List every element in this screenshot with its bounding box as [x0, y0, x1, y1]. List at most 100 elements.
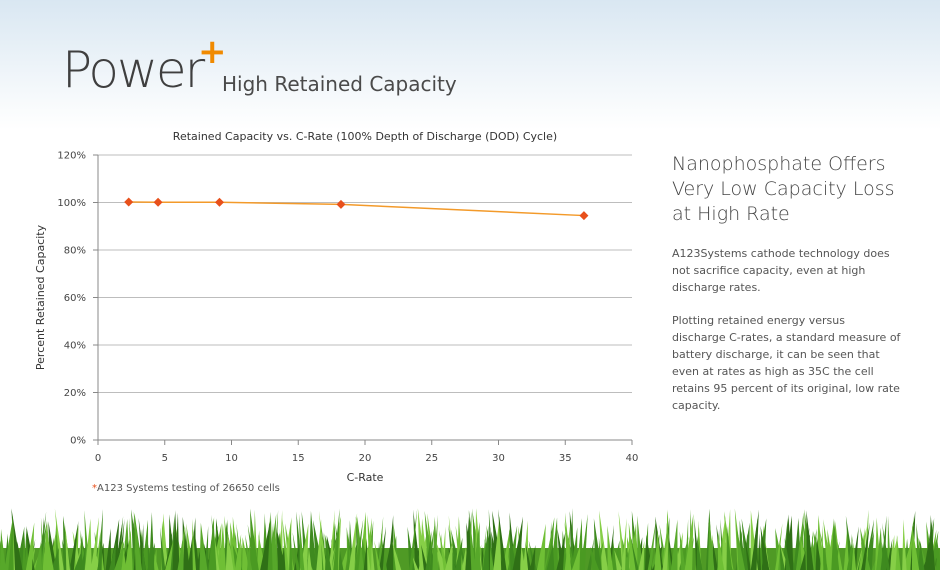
- y-tick-label: 60%: [64, 293, 86, 304]
- grass-blade: [607, 525, 614, 570]
- grass-blade: [935, 539, 940, 570]
- grass-blade: [454, 537, 463, 570]
- grass-blade: [84, 518, 92, 570]
- grass-blade: [647, 519, 657, 570]
- grass-blade: [325, 538, 332, 570]
- grass-blade: [536, 523, 546, 570]
- page-subtitle: High Retained Capacity: [222, 72, 457, 96]
- grass-blade: [465, 510, 471, 570]
- y-tick-label: 120%: [57, 151, 86, 162]
- grass-blade: [823, 519, 832, 570]
- chart-title: Retained Capacity vs. C-Rate (100% Depth…: [172, 130, 558, 143]
- grass-blade: [313, 520, 324, 570]
- grass-blade: [851, 542, 857, 570]
- grass-blade: [824, 528, 834, 570]
- grass-blade: [79, 533, 83, 570]
- grass-blade: [929, 530, 939, 570]
- y-axis-label: Percent Retained Capacity: [34, 224, 47, 370]
- x-tick-label: 5: [162, 453, 168, 464]
- y-tick-label: 40%: [64, 341, 86, 352]
- grass-decoration: [0, 508, 940, 570]
- grass-blade: [124, 530, 133, 570]
- grass-blade: [450, 529, 461, 570]
- grass-blade: [308, 510, 317, 570]
- grass-blade: [377, 516, 384, 570]
- grass-blade: [880, 515, 887, 570]
- grass-blade: [131, 509, 141, 570]
- grass-blade: [861, 522, 871, 570]
- grass-blade: [922, 546, 932, 570]
- y-tick-label: 0%: [70, 436, 86, 447]
- grass-blade: [268, 513, 277, 570]
- grass-blade: [624, 546, 630, 570]
- grass-blade: [895, 535, 901, 570]
- grass-blade: [468, 509, 476, 570]
- grass-blade: [593, 518, 602, 570]
- grass-blade: [80, 543, 87, 570]
- grass-blade: [421, 544, 428, 570]
- x-axis-label: C-Rate: [347, 471, 384, 484]
- grass-blade: [292, 532, 300, 570]
- grass-blade: [911, 525, 920, 570]
- x-tick-label: 25: [425, 453, 438, 464]
- grass-blade: [35, 543, 43, 570]
- grass-blade: [37, 511, 47, 570]
- grass-blade: [876, 527, 884, 570]
- grass-blade: [234, 534, 242, 570]
- grass-blade: [256, 530, 262, 570]
- grass-blade: [638, 540, 645, 570]
- grass-blade: [517, 525, 526, 570]
- footnote-text: A123 Systems testing of 26650 cells: [97, 483, 280, 494]
- x-tick-label: 40: [626, 453, 639, 464]
- grass-blade: [927, 519, 933, 570]
- grass-blade: [0, 528, 6, 570]
- grass-blade: [493, 516, 502, 570]
- grass-blade: [736, 526, 746, 570]
- grass-blade: [815, 537, 822, 570]
- grass-blade: [79, 529, 87, 570]
- side-heading: Nanophosphate Offers Very Low Capacity L…: [672, 153, 895, 225]
- grass-blade: [149, 512, 155, 570]
- retained-capacity-chart: 0% 20% 40% 60% 80% 100% 120% 0 5 10 15 20 25 30 35 40 C-…: [34, 151, 639, 485]
- grass-blade: [289, 522, 293, 570]
- grass-blade: [32, 546, 43, 570]
- grass-blade: [860, 527, 871, 570]
- grass-blade: [666, 530, 672, 570]
- grass-blade: [757, 533, 762, 570]
- grass-blade: [204, 526, 209, 570]
- grass-blade: [529, 544, 536, 570]
- grass-blade: [528, 540, 537, 570]
- grass-blade: [409, 547, 419, 570]
- grass-blade: [109, 518, 120, 570]
- grass-blade: [346, 532, 351, 570]
- grass-blade: [571, 545, 581, 570]
- grass-blade: [8, 515, 14, 570]
- grass-blade: [316, 519, 323, 570]
- grass-blade: [328, 509, 335, 570]
- grass-blade: [199, 522, 208, 570]
- grass-blade: [832, 541, 840, 570]
- grass-blade: [363, 538, 368, 570]
- grass-blade: [924, 531, 931, 570]
- data-point-marker: [124, 197, 134, 207]
- grass-blade: [432, 516, 439, 570]
- brand-plus-icon: +: [198, 32, 227, 72]
- grass-blade: [618, 511, 627, 570]
- grass-blade: [371, 540, 375, 570]
- grass-blade: [556, 532, 566, 570]
- side-panel: Nanophosphate Offers Very Low Capacity L…: [672, 152, 902, 430]
- data-point-marker: [153, 197, 163, 207]
- grass-blade: [105, 528, 112, 570]
- grass-blade: [545, 532, 554, 570]
- y-tick-label: 100%: [57, 198, 86, 209]
- grass-blade: [784, 537, 791, 570]
- grass-blade: [235, 543, 242, 570]
- grass-blade: [378, 526, 387, 570]
- series-line: [128, 201, 584, 217]
- grass-blade: [333, 508, 340, 570]
- footnote-asterisk: *: [92, 483, 97, 494]
- grass-blade: [25, 522, 35, 570]
- data-point-marker: [579, 211, 589, 221]
- grass-blade: [590, 546, 600, 570]
- data-point-marker: [214, 197, 224, 207]
